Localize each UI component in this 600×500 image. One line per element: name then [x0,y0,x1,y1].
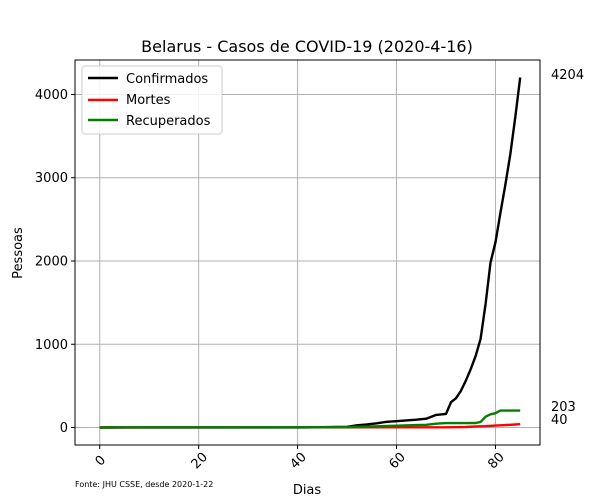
y-tick-label: 1000 [35,338,68,353]
legend-box [81,65,223,135]
end-label-confirmados: 4204 [551,68,584,83]
end-label-mortes: 40 [551,413,568,428]
x-tick-label: 0 [93,453,109,469]
y-tick-label: 0 [60,421,68,436]
legend-label-confirmados: Confirmados [126,72,208,87]
plot-frame [74,59,541,446]
end-label-recuperados: 203 [551,400,576,415]
legend-label-mortes: Mortes [126,93,171,108]
y-tick-label: 3000 [35,171,68,186]
x-tick-label: 60 [386,450,408,472]
series-line-mortes [99,423,521,429]
series-line-confirmados [99,77,522,429]
x-axis-label: Dias [293,483,322,498]
series-line-recuperados [99,409,521,429]
x-tick-label: 80 [485,450,507,472]
x-tick-label: 40 [288,450,310,472]
legend-label-recuperados: Recuperados [126,114,211,129]
y-tick-label: 2000 [35,254,68,269]
chart-title: Belarus - Casos de COVID-19 (2020-4-16) [141,37,473,56]
y-tick-label: 4000 [35,88,68,103]
y-axis-ticks: 0 1000 2000 3000 4000 [35,88,75,436]
x-tick-label: 20 [189,450,211,472]
series-lines [99,77,522,429]
x-axis-ticks: 0 20 40 60 80 [93,445,508,472]
legend: Confirmados Mortes Recuperados [81,65,223,135]
y-axis-label: Pessoas [11,227,26,279]
source-note: Fonte: JHU CSSE, desde 2020-1-22 [75,480,213,489]
